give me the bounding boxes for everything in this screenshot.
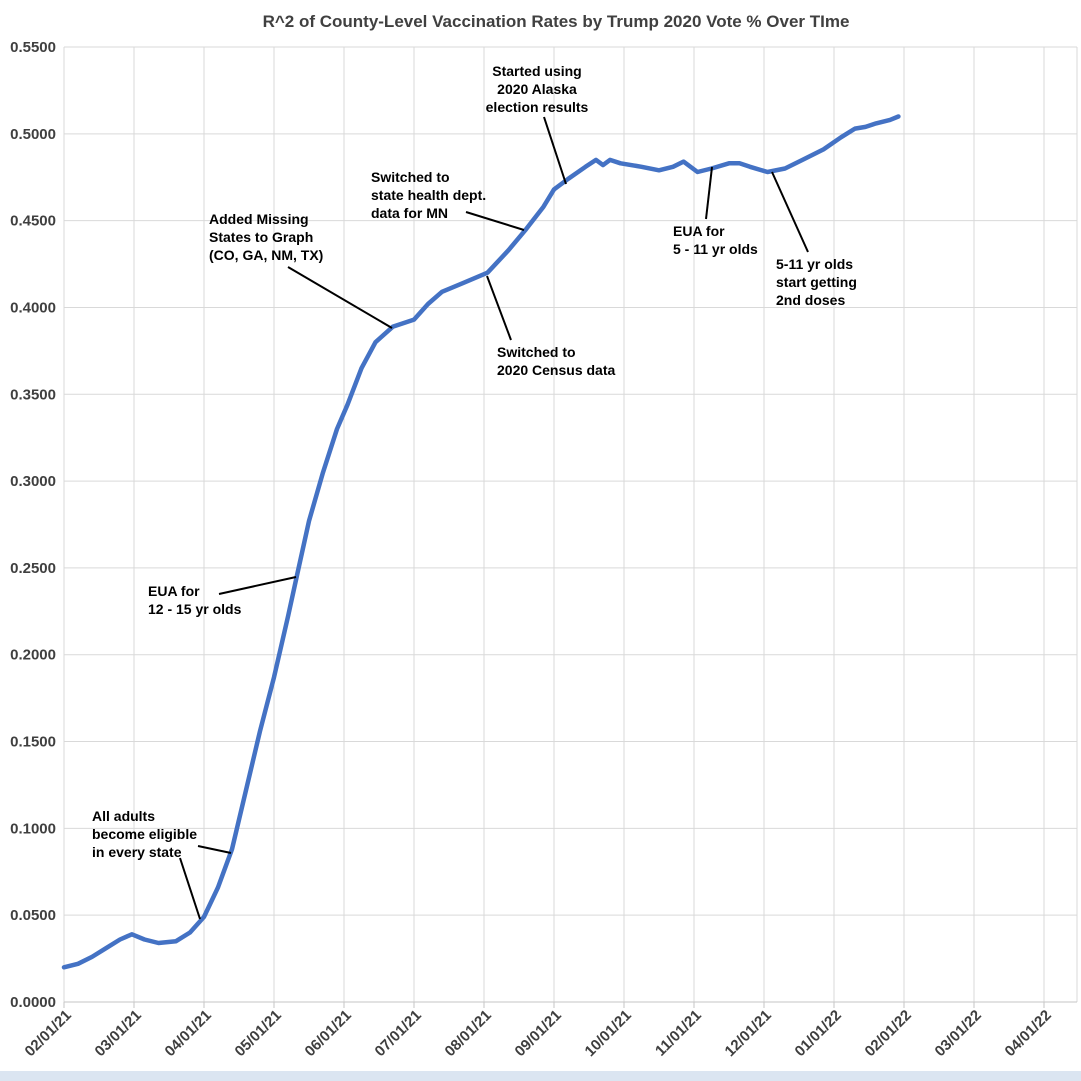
x-tick-label: 03/01/21 [92,1007,145,1060]
annotation-text: election results [486,99,589,115]
x-tick-label: 05/01/21 [232,1007,285,1060]
annotation-text: in every state [92,844,182,860]
annotation-leader-line [287,266,393,329]
y-tick-label: 0.0500 [10,907,56,924]
annotation-leader-line [197,845,232,854]
annotation-text: Added Missing [209,211,309,227]
r2-series-line [61,114,901,970]
annotation-mn-health-dept: Switched to state health dept. data for MN [371,169,525,231]
y-tick-label: 0.5500 [10,39,56,56]
annotation-text: 2nd doses [776,292,845,308]
annotation-leader-line [218,576,297,595]
annotation-text: become eligible [92,826,197,842]
x-tick-label: 08/01/21 [442,1007,495,1060]
annotation-leader-line [705,166,713,220]
x-tick-label: 07/01/21 [372,1007,425,1060]
annotation-text: EUA for [673,223,725,239]
x-tick-label: 02/01/21 [22,1007,75,1060]
annotation-leader-line [771,171,809,253]
annotation-leader-line [543,116,567,185]
y-tick-label: 0.4500 [10,213,56,230]
annotation-leader-line [179,857,201,920]
y-tick-label: 0.3500 [10,386,56,403]
annotation-text: 2020 Census data [497,362,615,378]
annotation-text: 5-11 yr olds [776,256,853,272]
x-tick-label: 06/01/21 [302,1007,355,1060]
annotation-text: start getting [776,274,857,290]
annotation-text: States to Graph [209,229,313,245]
y-tick-label: 0.4000 [10,299,56,316]
annotation-text: data for MN [371,205,448,221]
chart-title: R^2 of County-Level Vaccination Rates by… [263,12,850,31]
y-tick-label: 0.0000 [10,994,56,1011]
annotation-census-2020: Switched to 2020 Census data [486,275,615,378]
annotation-eua-5-11: EUA for 5 - 11 yr olds [673,166,758,257]
annotation-alaska-2020-results: Started using 2020 Alaska election results [486,63,589,185]
annotation-eua-12-15: EUA for 12 - 15 yr olds [148,576,297,617]
x-tick-label: 12/01/21 [722,1007,775,1060]
x-tick-label: 10/01/21 [582,1007,635,1060]
x-tick-label: 04/01/22 [1002,1007,1055,1060]
annotation-text: 5 - 11 yr olds [673,241,758,257]
annotation-added-missing-states: Added Missing States to Graph (CO, GA, NM,… [209,211,393,329]
x-tick-label: 11/01/21 [652,1007,705,1060]
y-tick-label: 0.3000 [10,473,56,490]
annotation-text: 2020 Alaska [497,81,577,97]
annotation-text: EUA for [148,583,200,599]
annotation-text: (CO, GA, NM, TX) [209,247,323,263]
y-axis-labels: 0.0000 0.0500 0.1000 0.1500 0.2000 0.2500 0.30… [10,39,56,1011]
annotation-text: state health dept. [371,187,486,203]
y-tick-label: 0.5000 [10,126,56,143]
y-tick-label: 0.2000 [10,647,56,664]
axis-tick-marks [63,1002,1045,1008]
annotation-text: Switched to [497,344,576,360]
y-tick-label: 0.2500 [10,560,56,577]
annotation-leader-line [486,275,512,341]
y-tick-label: 0.1000 [10,820,56,837]
x-tick-label: 09/01/21 [512,1007,565,1060]
x-axis-labels: 02/01/21 03/01/21 04/01/21 05/01/21 06/01/21… [22,1007,1055,1060]
x-tick-label: 03/01/22 [932,1007,985,1060]
y-tick-label: 0.1500 [10,734,56,751]
annotation-text: Started using [492,63,581,79]
annotation-second-doses-5-11: 5-11 yr olds start getting 2nd doses [771,171,857,308]
x-tick-label: 01/01/22 [792,1007,845,1060]
gridlines [63,46,1078,1003]
x-tick-label: 04/01/21 [162,1007,215,1060]
annotation-leader-line [465,211,525,231]
annotations: All adults become eligible in every state E… [92,63,857,920]
annotation-text: Switched to [371,169,450,185]
annotation-text: All adults [92,808,155,824]
bottom-band [0,1071,1081,1081]
annotation-text: 12 - 15 yr olds [148,601,242,617]
annotation-all-adults-eligible: All adults become eligible in every state [92,808,232,920]
x-tick-label: 02/01/22 [862,1007,915,1060]
